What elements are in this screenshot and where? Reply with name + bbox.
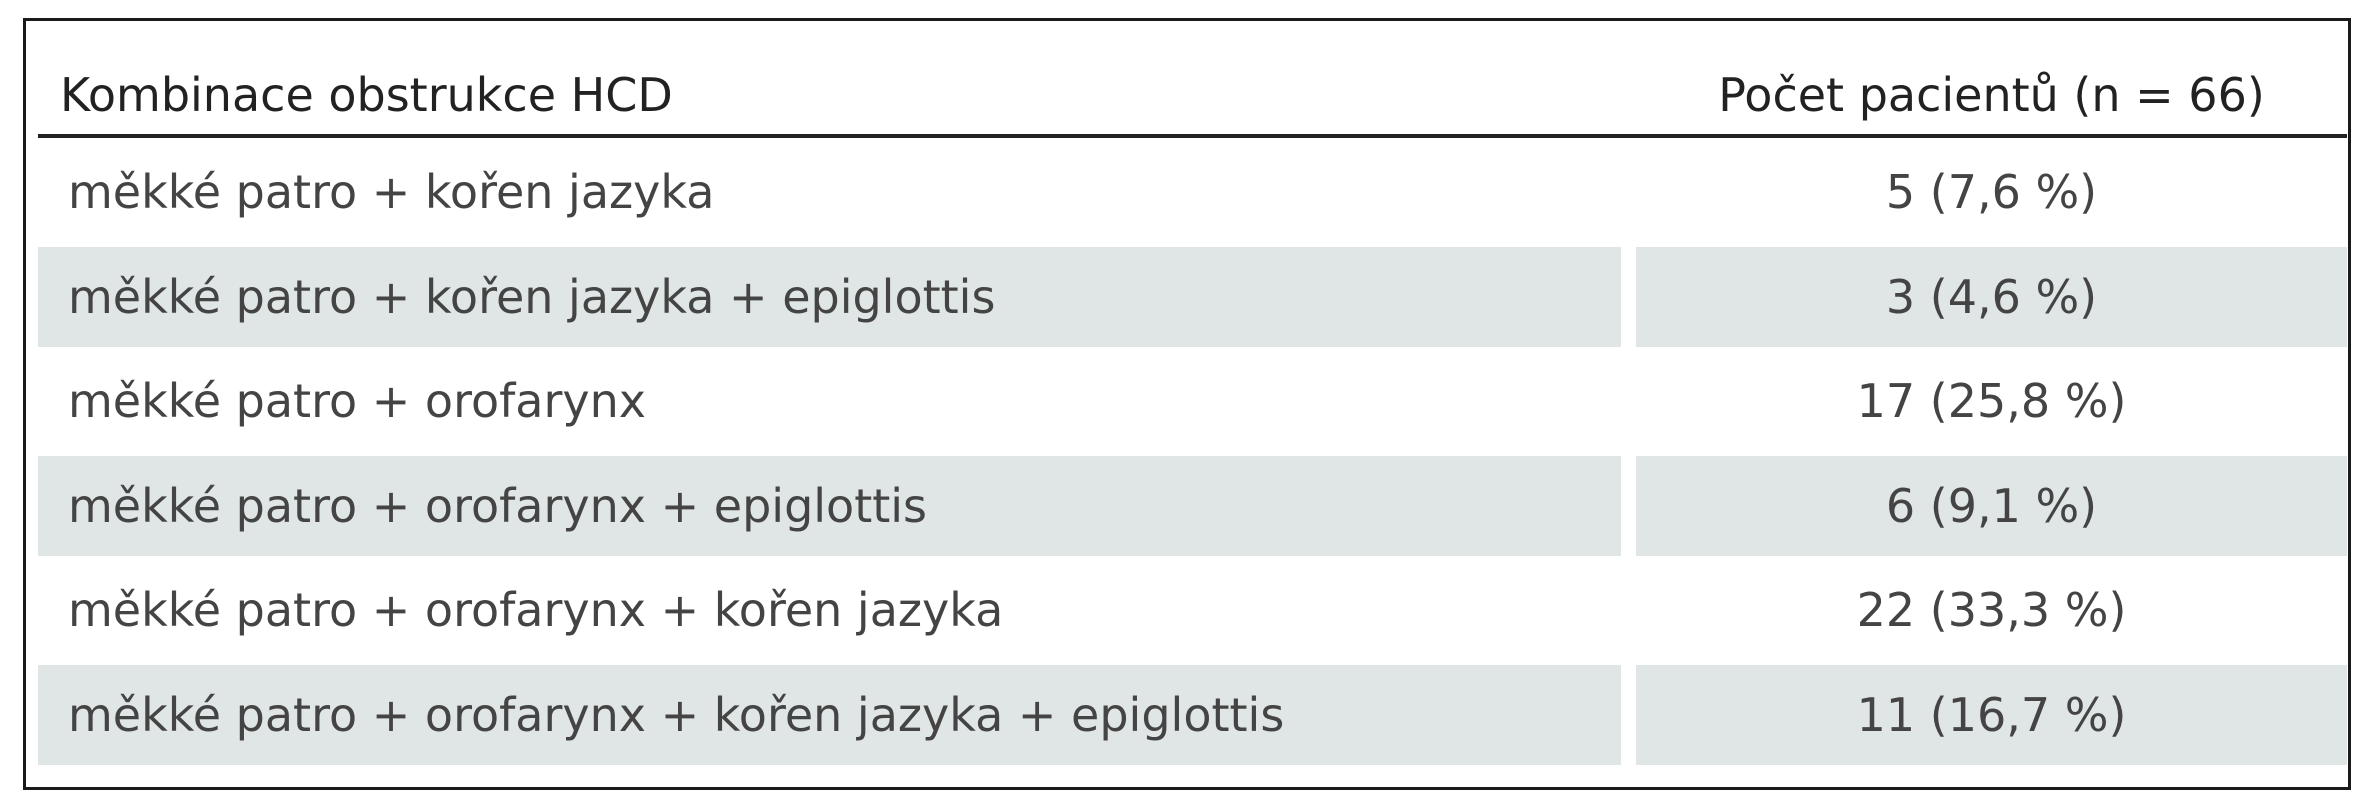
table-cell: měkké patro + orofarynx + kořen jazyka — [68, 583, 1004, 638]
table-cell: 11 (16,7 %) — [1636, 664, 2347, 765]
header-cell: Kombinace obstrukce HCD — [60, 68, 673, 122]
table-cell: měkké patro + kořen jazyka + epiglottis — [38, 246, 1621, 347]
table-cell: 22 (33,3 %) — [1856, 583, 2127, 638]
table-cell: 3 (4,6 %) — [1636, 246, 2347, 347]
table-frame — [23, 18, 2351, 790]
header-cell: Počet pacientů (n = 66) — [1718, 68, 2265, 122]
header-rule — [38, 134, 2347, 138]
table-cell: 5 (7,6 %) — [1885, 165, 2098, 220]
table-cell: měkké patro + kořen jazyka — [68, 165, 715, 220]
table-cell: měkké patro + orofarynx — [68, 374, 647, 429]
table-cell: 17 (25,8 %) — [1856, 374, 2127, 429]
table-cell: měkké patro + orofarynx + epiglottis — [38, 455, 1621, 556]
table-cell: 6 (9,1 %) — [1636, 455, 2347, 556]
table-cell: měkké patro + orofarynx + kořen jazyka +… — [38, 664, 1621, 765]
